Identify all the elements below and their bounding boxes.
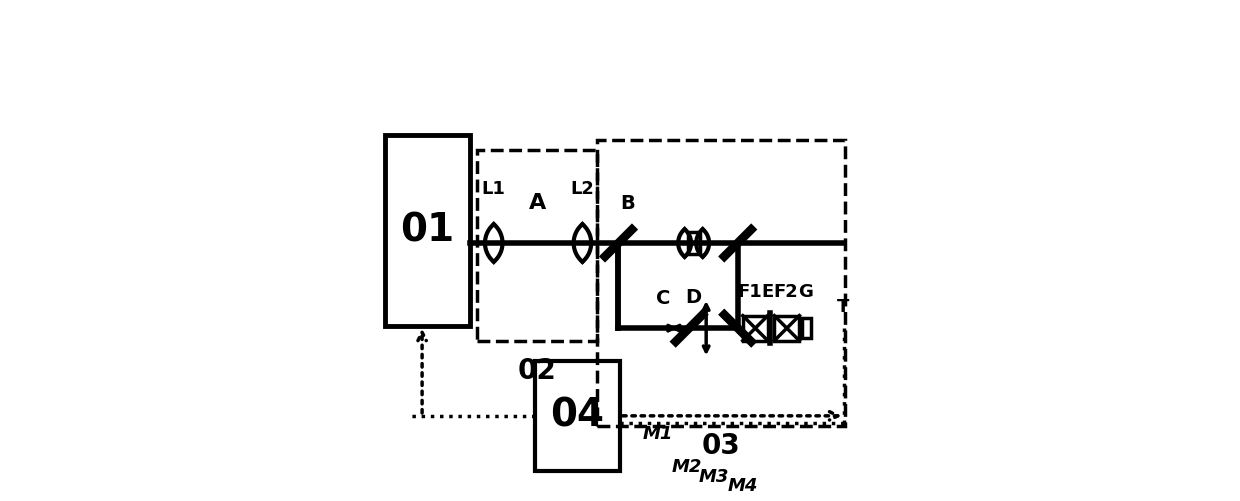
Text: A: A xyxy=(528,193,546,213)
Text: C: C xyxy=(656,289,671,308)
Text: M4: M4 xyxy=(728,477,758,495)
Text: 04: 04 xyxy=(551,397,604,435)
Bar xyxy=(598,140,846,426)
Bar xyxy=(802,318,811,338)
Bar xyxy=(534,361,620,471)
Text: E: E xyxy=(761,283,774,301)
Text: G: G xyxy=(797,283,812,301)
Text: T: T xyxy=(837,298,849,316)
Text: M2: M2 xyxy=(671,458,702,476)
Text: L2: L2 xyxy=(570,180,594,198)
Bar xyxy=(743,316,768,341)
Bar xyxy=(477,150,598,341)
Text: F2: F2 xyxy=(773,283,797,301)
Text: M3: M3 xyxy=(699,468,729,486)
Text: L1: L1 xyxy=(482,180,506,198)
Text: 03: 03 xyxy=(702,432,740,460)
Text: B: B xyxy=(620,194,635,213)
Text: F1: F1 xyxy=(737,283,761,301)
Text: M1: M1 xyxy=(642,425,673,443)
Bar xyxy=(688,231,699,255)
Bar xyxy=(774,316,800,341)
Text: 01: 01 xyxy=(401,211,454,249)
Text: D: D xyxy=(686,288,702,307)
Text: 02: 02 xyxy=(518,357,557,385)
Bar xyxy=(384,135,470,326)
